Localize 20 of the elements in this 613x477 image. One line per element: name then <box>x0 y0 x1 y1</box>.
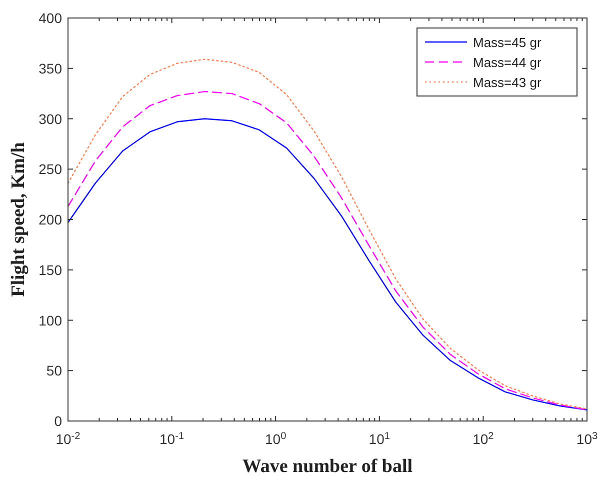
x-axis-title: Wave number of ball <box>242 456 413 477</box>
y-tick-label: 250 <box>38 161 62 178</box>
y-tick-label: 400 <box>38 10 62 26</box>
y-tick-label: 100 <box>38 312 62 328</box>
x-tick-label: 10$^{0}$ <box>265 430 287 447</box>
y-tick-label: 350 <box>38 60 62 76</box>
x-tick-label: 10$^{2}$ <box>472 430 494 447</box>
y-tick-label: 200 <box>38 212 62 228</box>
y-tick-label: 0 <box>54 413 62 429</box>
y-axis-title: Flight speed, Km/h <box>8 142 29 297</box>
y-tick-label: 150 <box>38 262 62 278</box>
x-tick-label: 10$^{-2}$ <box>56 430 81 447</box>
y-tick-label: 50 <box>46 362 62 379</box>
legend-label: Mass=44 gr <box>473 55 542 70</box>
legend-label: Mass=43 gr <box>473 75 542 90</box>
y-tick-label: 300 <box>38 110 62 127</box>
legend-label: Mass=45 gr <box>473 35 542 50</box>
x-tick-label: 10$^{-1}$ <box>160 430 184 447</box>
x-tick-label: 10$^{1}$ <box>368 430 390 447</box>
x-tick-label: 10$^{3}$ <box>576 430 598 447</box>
